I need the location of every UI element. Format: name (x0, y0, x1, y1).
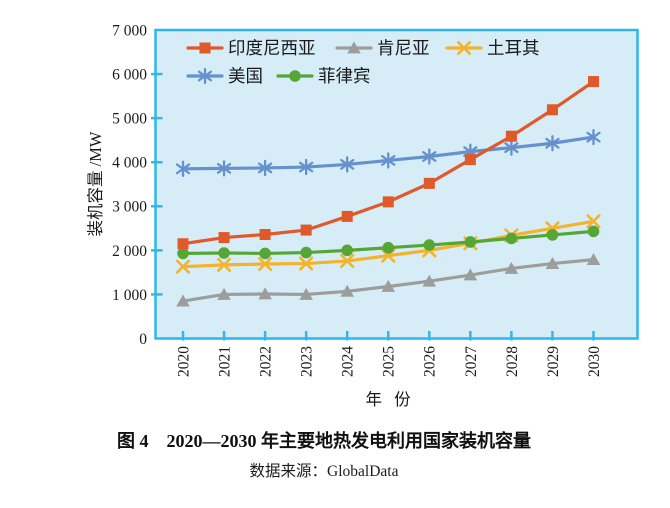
data-point-philippines (218, 247, 230, 259)
data-point-indonesia (505, 130, 517, 142)
data-point-philippines (587, 225, 600, 238)
data-point-indonesia (382, 196, 394, 208)
data-point-indonesia (300, 224, 312, 236)
axis-ticks (151, 72, 595, 341)
legend-marker-usa (197, 67, 213, 85)
legend-item-kenya: 肯尼亚 (335, 38, 430, 58)
legend-label-turkey: 土耳其 (487, 38, 540, 58)
data-point-usa (340, 156, 355, 173)
data-point-philippines (259, 247, 271, 260)
data-point-usa (381, 152, 396, 169)
x-axis-title: 年 份 (365, 390, 414, 409)
series-kenya (176, 253, 601, 307)
data-point-philippines (546, 229, 559, 241)
series-usa (175, 128, 601, 177)
data-point-usa (586, 128, 601, 146)
data-point-indonesia (218, 232, 230, 244)
y-tick-label: 4 000 (112, 155, 147, 172)
data-point-kenya (504, 261, 519, 274)
data-point-turkey (216, 257, 232, 273)
plot-area (154, 28, 639, 340)
data-point-usa (257, 159, 273, 177)
legend-marker-indonesia (199, 42, 211, 54)
legend-item-indonesia: 印度尼西亚 (186, 38, 316, 58)
y-tick-label: 0 (139, 331, 147, 348)
data-point-usa (216, 160, 232, 177)
y-tick-label: 1 000 (112, 287, 147, 304)
data-point-usa (504, 139, 519, 156)
legend-marker-philippines (289, 70, 301, 82)
legend-label-philippines: 菲律宾 (318, 66, 371, 86)
data-point-philippines (341, 244, 354, 257)
data-point-turkey (175, 259, 191, 274)
y-tick-label: 5 000 (112, 111, 147, 128)
data-point-indonesia (588, 76, 599, 88)
data-point-indonesia (464, 154, 476, 166)
data-point-kenya (340, 284, 354, 297)
legend-marker-kenya (347, 41, 361, 54)
data-point-turkey (586, 214, 601, 229)
y-tick-label: 2 000 (112, 243, 147, 260)
x-tick-label: 2024 (340, 346, 357, 377)
legend-label-kenya: 肯尼亚 (377, 38, 430, 58)
legend-item-turkey: 土耳其 (445, 38, 540, 58)
legend-item-usa: 美国 (186, 66, 263, 86)
data-point-indonesia (259, 228, 271, 240)
data-point-usa (422, 148, 437, 165)
y-tick-label: 3 000 (112, 199, 147, 216)
x-tick-label: 2028 (504, 346, 521, 377)
data-point-usa (175, 160, 191, 177)
data-point-indonesia (423, 177, 435, 189)
x-axis-labels: 2020 2021 2022 2023 2024 2025 2026 2027 2028 2029… (175, 346, 603, 377)
data-point-kenya (545, 256, 560, 269)
data-point-usa (299, 158, 314, 176)
data-point-kenya (217, 287, 231, 300)
series-philippines (177, 225, 600, 260)
data-point-indonesia (546, 104, 558, 116)
data-point-kenya (176, 294, 190, 307)
figure-source: 数据来源：GlobalData (249, 463, 399, 480)
x-tick-label: 2026 (422, 346, 439, 377)
x-tick-label: 2021 (216, 346, 233, 377)
legend-marker-turkey (456, 40, 472, 56)
x-tick-label: 2022 (258, 346, 275, 377)
data-point-kenya (463, 268, 478, 281)
legend-label-usa: 美国 (228, 66, 263, 86)
data-point-indonesia (177, 238, 189, 250)
series-indonesia (177, 76, 599, 250)
y-tick-label: 7 000 (112, 22, 147, 39)
x-tick-label: 2025 (381, 346, 398, 377)
data-point-turkey (258, 256, 273, 272)
data-point-usa (545, 135, 560, 152)
data-point-philippines (177, 247, 189, 260)
data-point-kenya (381, 279, 396, 292)
y-axis-title: 装机容量 /MW (86, 131, 105, 236)
geothermal-capacity-line-chart: 0 1 000 2 000 3 000 4 000 5 000 6 000 7 000 2020… (86, 22, 639, 409)
y-tick-label: 6 000 (112, 66, 147, 83)
x-tick-label: 2030 (586, 346, 603, 377)
x-tick-label: 2027 (463, 346, 480, 377)
legend-label-indonesia: 印度尼西亚 (228, 38, 316, 58)
y-axis-labels: 0 1 000 2 000 3 000 4 000 5 000 6 000 7 000 (112, 22, 147, 348)
data-point-philippines (423, 239, 436, 251)
x-tick-label: 2020 (175, 346, 192, 377)
data-point-kenya (586, 253, 601, 266)
data-point-philippines (505, 232, 518, 245)
data-point-philippines (464, 236, 477, 248)
data-point-philippines (382, 241, 395, 254)
data-point-kenya (422, 274, 437, 287)
data-point-indonesia (341, 210, 353, 222)
figure-caption: 图 4 2020—2030 年主要地热发电利用国家装机容量 (117, 431, 531, 451)
data-point-turkey (340, 253, 355, 269)
data-point-kenya (299, 287, 313, 300)
legend-item-philippines: 菲律宾 (276, 66, 371, 86)
data-point-kenya (258, 287, 272, 300)
x-tick-label: 2029 (545, 346, 562, 377)
data-point-philippines (300, 246, 312, 259)
x-tick-label: 2023 (299, 346, 316, 377)
data-point-turkey (299, 256, 314, 271)
